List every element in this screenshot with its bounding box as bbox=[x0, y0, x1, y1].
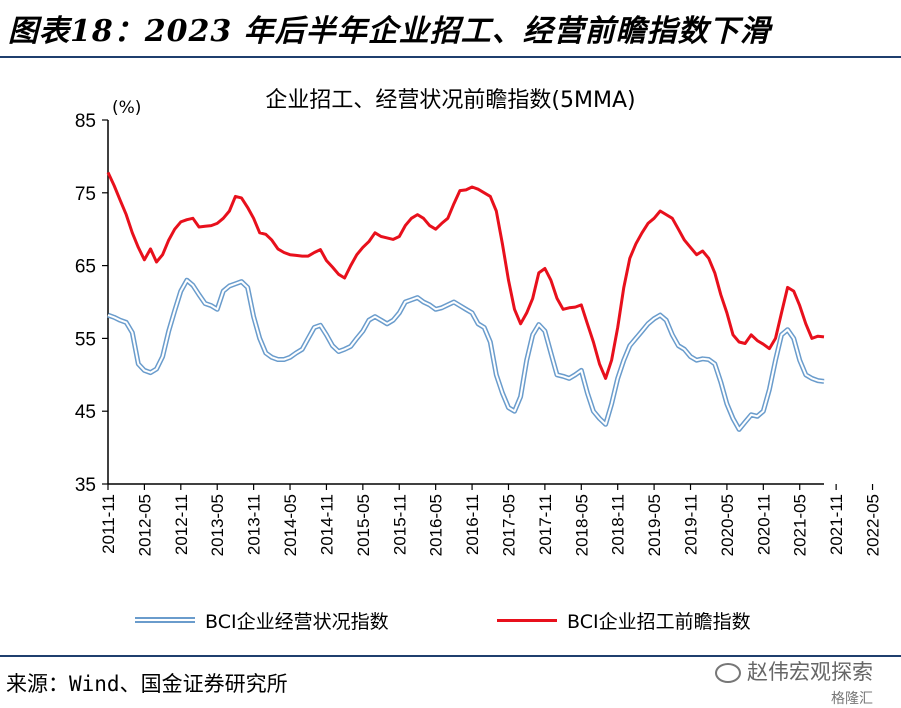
x-tick-label: 2020-05 bbox=[718, 494, 737, 556]
legend-item-hiring: BCI企业招工前瞻指数 bbox=[497, 605, 751, 635]
series-line-bci-inner bbox=[107, 279, 825, 431]
footer-rule bbox=[0, 655, 901, 657]
watermark-sub: 格隆汇 bbox=[831, 691, 873, 707]
series-line-bci-outer bbox=[107, 277, 825, 432]
x-tick-label: 2018-05 bbox=[572, 494, 591, 556]
y-tick-label: 35 bbox=[75, 475, 96, 496]
x-tick-label: 2022-05 bbox=[864, 494, 883, 556]
x-tick-label: 2013-11 bbox=[245, 494, 264, 555]
x-tick-label: 2020-11 bbox=[754, 494, 773, 555]
x-tick-label: 2021-11 bbox=[827, 494, 846, 555]
x-tick-label: 2011-11 bbox=[99, 494, 118, 554]
legend-swatch-hiring bbox=[497, 618, 557, 622]
y-tick-label: 75 bbox=[75, 184, 96, 205]
watermark-text: 赵伟宏观探索 bbox=[747, 660, 873, 684]
legend-label-bci: BCI企业经营状况指数 bbox=[205, 610, 389, 633]
x-tick-label: 2018-11 bbox=[609, 494, 628, 555]
chart-title: 企业招工、经营状况前瞻指数(5MMA) bbox=[265, 88, 636, 113]
x-tick-label: 2015-05 bbox=[354, 494, 373, 556]
x-tick-label: 2019-05 bbox=[645, 494, 664, 556]
x-tick-label: 2019-11 bbox=[682, 494, 701, 555]
y-tick-label: 65 bbox=[75, 257, 96, 278]
header-rule bbox=[0, 56, 901, 58]
watermark: 赵伟宏观探索 格隆汇 bbox=[715, 656, 873, 708]
x-tick-label: 2013-05 bbox=[208, 494, 227, 556]
line-chart: 35 45 55 65 75 85 2011-11 2012-05 2012-11 2013-05… bbox=[75, 111, 901, 556]
y-tick-label: 45 bbox=[75, 402, 96, 423]
x-tick-label: 2015-11 bbox=[390, 494, 409, 555]
legend-label-hiring: BCI企业招工前瞻指数 bbox=[567, 610, 751, 633]
x-tick-label: 2016-05 bbox=[427, 494, 446, 556]
y-tick-label: 55 bbox=[75, 329, 96, 350]
source-note: 来源：Wind、国金证券研究所 bbox=[6, 672, 288, 696]
watermark-name: 赵伟宏观探索 bbox=[715, 656, 873, 686]
series-line-hiring bbox=[106, 171, 825, 380]
chart-legend: BCI企业经营状况指数 BCI企业招工前瞻指数 bbox=[0, 605, 901, 635]
x-tick-label: 2012-11 bbox=[172, 494, 191, 555]
x-tick-label: 2014-05 bbox=[281, 494, 300, 556]
figure-title: 图表18：2023 年后半年企业招工、经营前瞻指数下滑 bbox=[8, 14, 771, 49]
wechat-icon bbox=[715, 663, 741, 683]
x-tick-label: 2017-05 bbox=[499, 494, 518, 556]
x-tick-label: 2022-11 bbox=[900, 494, 901, 555]
x-tick-label: 2017-11 bbox=[536, 494, 555, 555]
y-tick-label: 85 bbox=[75, 111, 96, 132]
x-tick-label: 2012-05 bbox=[135, 494, 154, 556]
legend-swatch-bci bbox=[135, 617, 195, 623]
figure-header: 图表18：2023 年后半年企业招工、经营前瞻指数下滑 bbox=[0, 0, 901, 58]
y-axis-unit: (%) bbox=[112, 98, 142, 118]
x-tick-label: 2014-11 bbox=[317, 494, 336, 555]
x-tick-label: 2021-05 bbox=[791, 494, 810, 556]
x-tick-label: 2016-11 bbox=[463, 494, 482, 555]
legend-item-bci: BCI企业经营状况指数 bbox=[135, 605, 389, 635]
